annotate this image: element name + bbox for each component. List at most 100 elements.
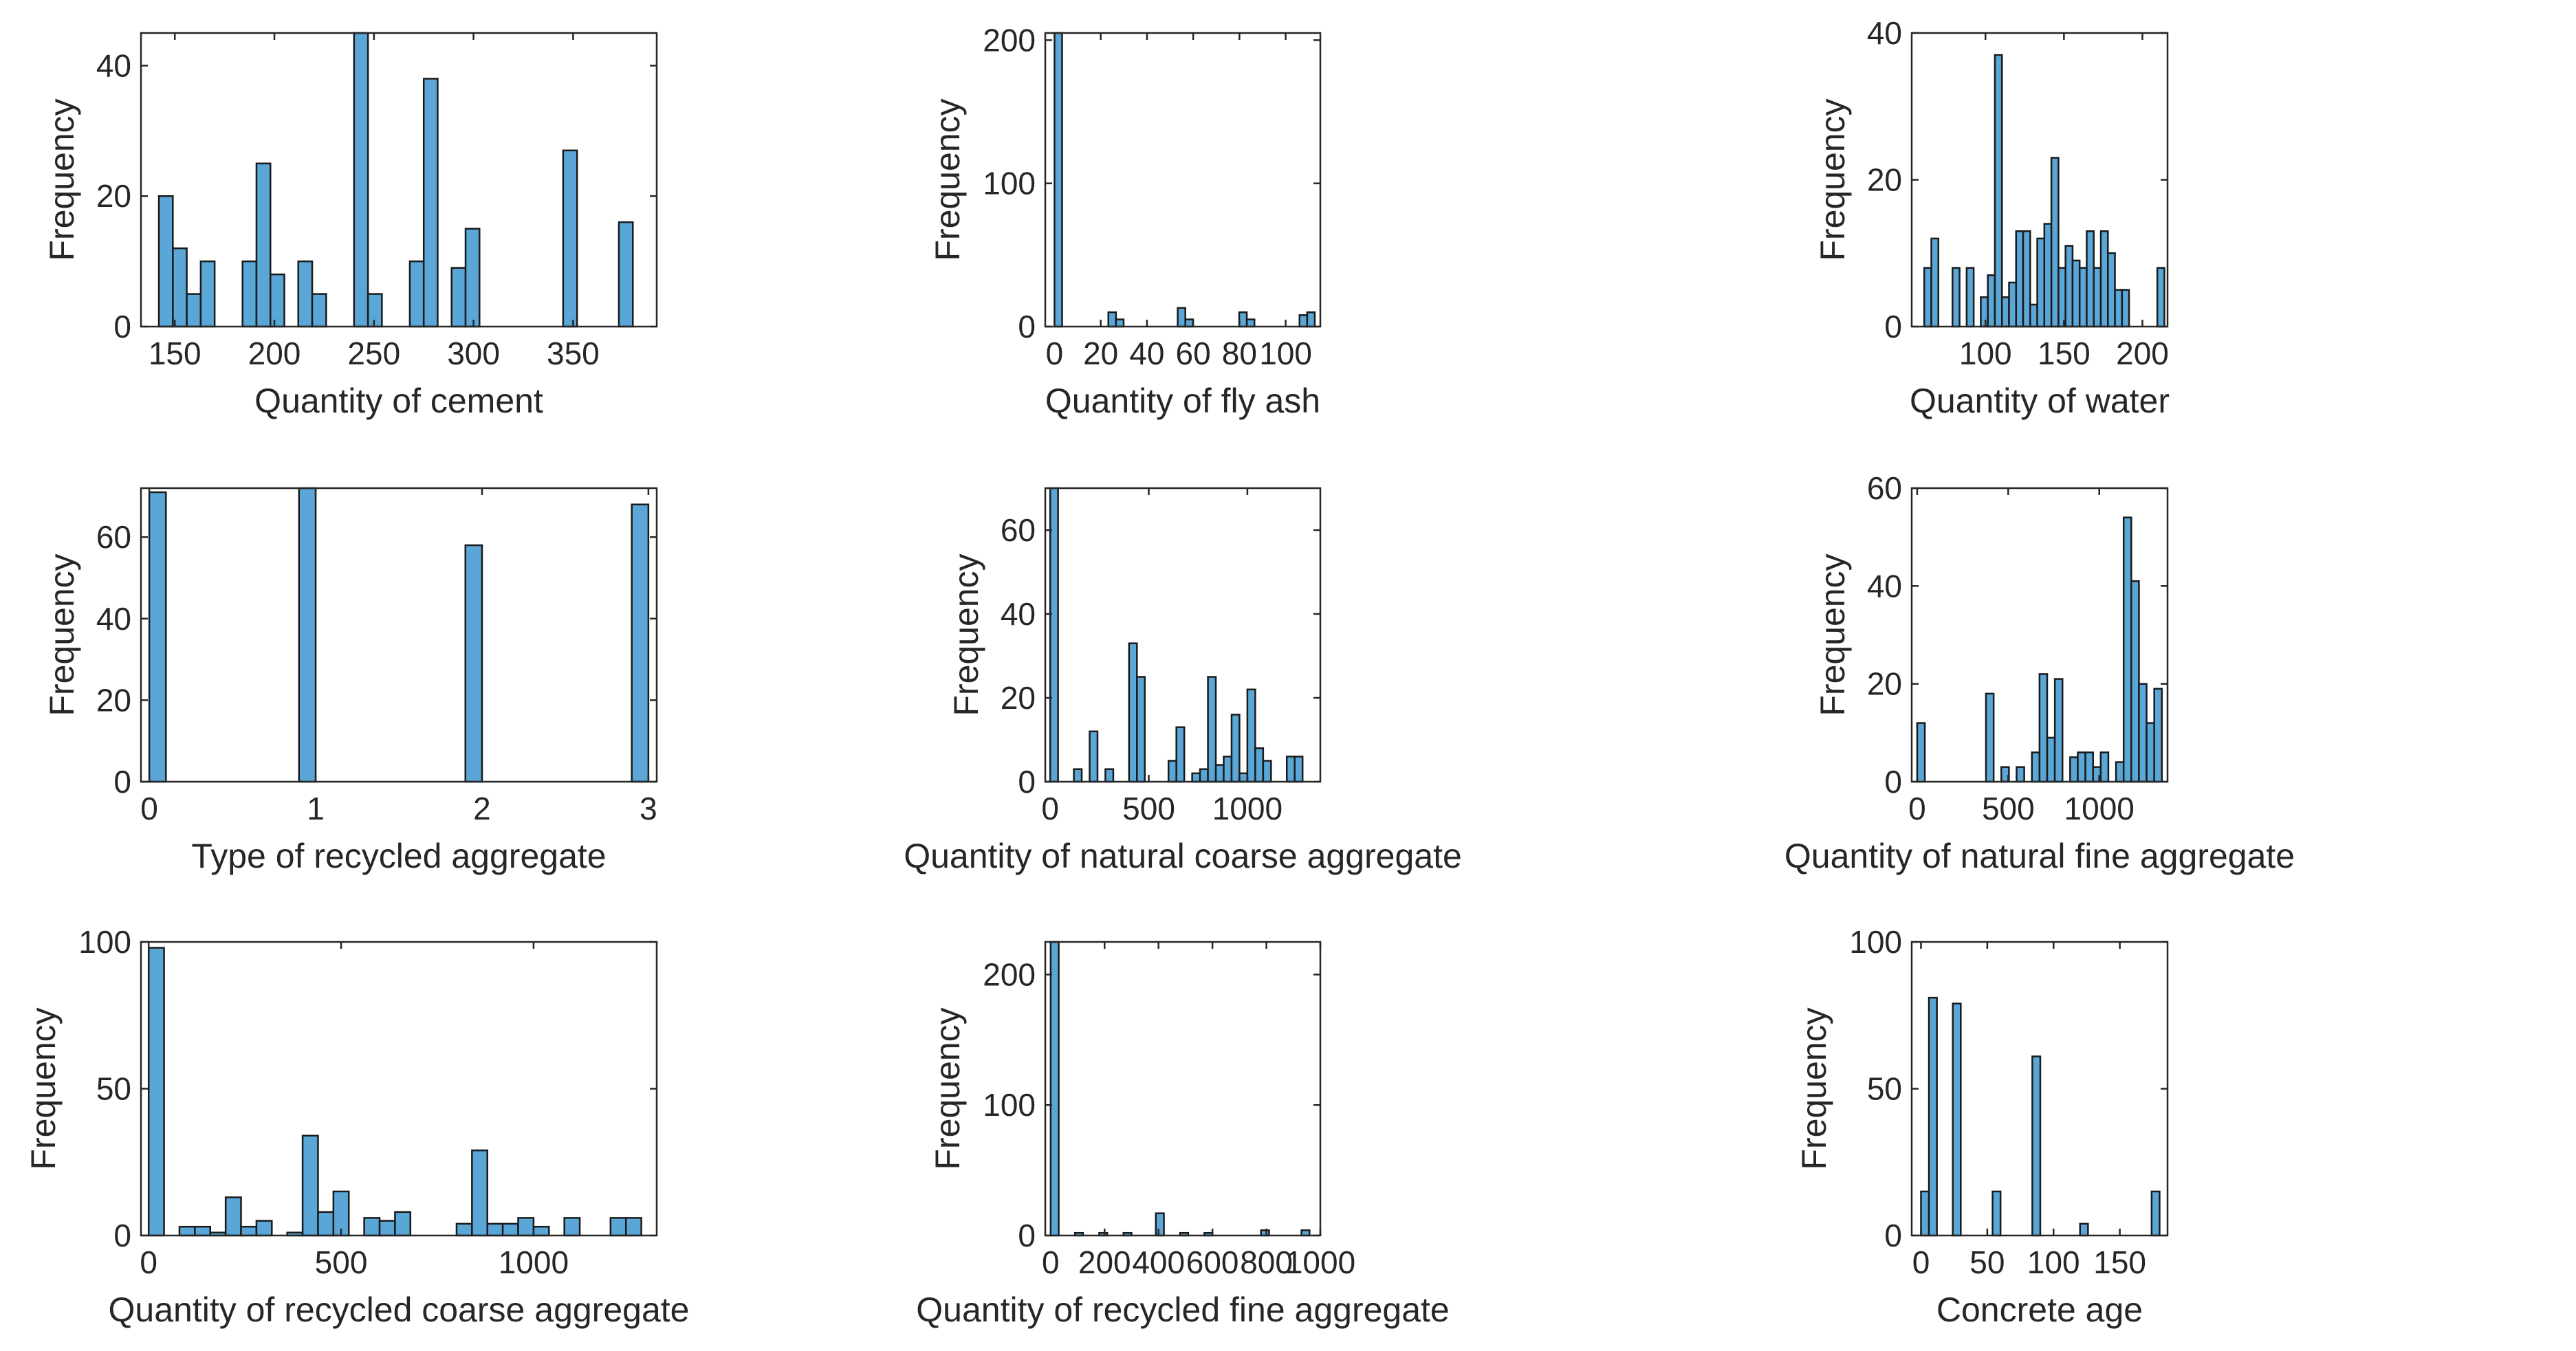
y-tick-label: 40 — [1867, 568, 1902, 604]
x-tick-label: 20 — [1083, 336, 1118, 371]
histogram-bar — [2146, 722, 2155, 783]
x-tick-label: 0 — [1046, 336, 1064, 371]
x-tick-label: 100 — [1959, 336, 2012, 371]
x-tick-label: 800 — [1240, 1244, 1293, 1280]
x-tick-label: 1000 — [1212, 791, 1282, 826]
histogram-bar — [2138, 683, 2148, 783]
histogram-bar — [2077, 751, 2086, 783]
histogram-bar — [2064, 245, 2074, 328]
histogram-bar — [2029, 303, 2038, 328]
histogram-bar — [1298, 314, 1309, 328]
histogram-bar — [2043, 223, 2053, 328]
histogram-bar — [1184, 318, 1194, 328]
histogram-bar — [2046, 736, 2056, 783]
histogram-bar — [194, 1225, 211, 1237]
histogram-bar — [1985, 692, 1995, 783]
histogram-bar — [1128, 642, 1138, 783]
histogram-bar — [1306, 311, 1316, 328]
histogram-bar — [172, 247, 188, 328]
y-axis-label: Frequency — [24, 1007, 63, 1169]
x-tick-label: 600 — [1186, 1244, 1239, 1280]
histogram-bar — [464, 228, 481, 328]
histogram-bar — [2069, 756, 2079, 783]
x-tick-label: 80 — [1222, 336, 1257, 371]
histogram-bar — [422, 78, 439, 328]
x-tick-label: 3 — [640, 791, 657, 826]
axes-box — [1044, 32, 1322, 328]
axes-box — [140, 32, 658, 328]
histogram-panel: 150 200 250 300 350 0 20 40 Quantity of cement Fr… — [43, 32, 658, 420]
histogram-bar — [1923, 267, 1932, 328]
y-tick-label: 100 — [1849, 924, 1902, 960]
axes-box — [140, 941, 658, 1237]
x-tick-label: 300 — [447, 336, 500, 371]
x-axis-label: Quantity of cement — [254, 382, 543, 420]
histogram-bar — [2000, 296, 2010, 328]
histogram-bar — [2071, 259, 2081, 328]
histogram-bar — [2031, 751, 2041, 783]
histogram-bar — [455, 1222, 473, 1237]
y-tick-label: 0 — [1018, 1218, 1036, 1253]
histogram-bar — [2121, 289, 2130, 328]
histogram-bar — [378, 1220, 396, 1237]
histogram-bar — [1049, 941, 1060, 1237]
histogram-bar — [1115, 318, 1125, 328]
histogram-bar — [1107, 311, 1117, 328]
histogram-bar — [1049, 487, 1059, 783]
x-tick-label: 150 — [2038, 336, 2091, 371]
histogram-bar — [1089, 730, 1099, 783]
histogram-bar — [501, 1222, 519, 1237]
histogram-bar — [2008, 281, 2018, 328]
histogram-bar — [367, 293, 383, 328]
histogram-bar — [1930, 237, 1940, 328]
x-tick-label: 0 — [1042, 1244, 1060, 1280]
y-axis-label: Frequency — [1813, 98, 1852, 261]
histogram-bar — [199, 260, 216, 328]
histogram-bar — [1965, 267, 1975, 328]
histogram-bar — [2079, 1222, 2089, 1237]
histogram-bar — [240, 1225, 258, 1237]
histogram-bar — [2053, 678, 2064, 783]
histogram-bar — [241, 260, 258, 328]
x-axis-label: Quantity of natural fine aggregate — [1784, 837, 2295, 875]
histogram-bar — [1155, 1212, 1165, 1237]
histogram-bar — [1054, 32, 1063, 328]
axes-box — [1044, 941, 1322, 1237]
y-axis-label: Frequency — [928, 98, 967, 261]
histogram-bar — [2022, 230, 2031, 328]
histogram-bar — [2122, 516, 2132, 783]
y-tick-label: 20 — [1867, 162, 1902, 198]
histogram-panel: 0 500 1000 0 50 100 Quantity of recycled coars… — [24, 924, 689, 1329]
histogram-bar — [1987, 274, 1996, 328]
histogram-bar — [1177, 307, 1186, 328]
y-tick-label: 50 — [1867, 1071, 1902, 1107]
histogram-bar — [1104, 768, 1115, 783]
histogram-bar — [2107, 252, 2116, 328]
histogram-bar — [1246, 688, 1256, 783]
histogram-bar — [609, 1217, 627, 1237]
histogram-bar — [297, 260, 314, 328]
histogram-bar — [1073, 768, 1083, 783]
histogram-bar — [317, 1211, 335, 1237]
x-tick-label: 60 — [1176, 336, 1211, 371]
x-tick-label: 100 — [2027, 1244, 2080, 1280]
histogram-bar — [2084, 751, 2094, 783]
histogram-bar — [1223, 756, 1233, 783]
histogram-bar — [148, 491, 167, 783]
x-axis-label: Quantity of natural coarse aggregate — [904, 837, 1462, 875]
x-tick-label: 400 — [1132, 1244, 1185, 1280]
y-axis-label: Frequency — [1795, 1007, 1833, 1169]
histogram-bar — [394, 1211, 412, 1237]
y-tick-label: 20 — [96, 178, 131, 214]
histogram-bar — [464, 544, 483, 783]
y-tick-label: 60 — [1867, 470, 1902, 506]
y-tick-label: 0 — [1018, 309, 1036, 344]
histogram-bar — [517, 1217, 535, 1237]
histogram-bar — [631, 503, 650, 783]
histogram-bar — [2086, 230, 2095, 328]
x-tick-label: 1000 — [499, 1244, 569, 1280]
y-axis-label: Frequency — [1813, 553, 1852, 716]
y-axis-label: Frequency — [947, 553, 985, 716]
histogram-bar — [1262, 760, 1272, 783]
